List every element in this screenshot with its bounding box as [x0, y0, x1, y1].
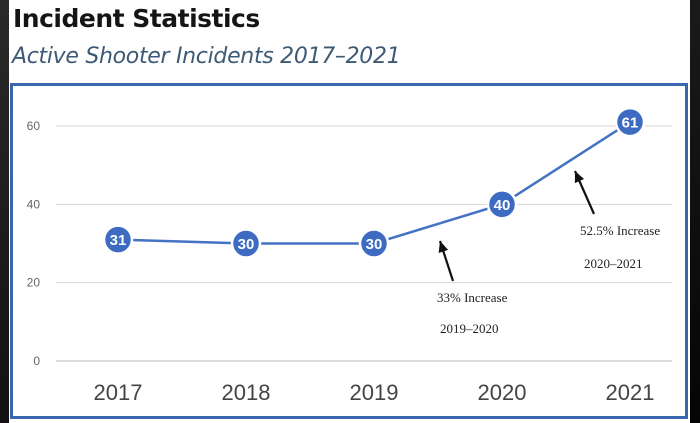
data-point	[230, 228, 262, 259]
data-point	[358, 228, 390, 259]
x-tick-label: 2017	[94, 380, 143, 405]
annotation-range-2019-2020: 2019–2020	[440, 321, 499, 336]
annotation-arrow-2020-2021-head	[574, 171, 585, 184]
series-line	[117, 121, 631, 245]
y-tick-label: 60	[27, 119, 41, 133]
y-tick-label: 20	[27, 276, 41, 290]
right-edge-strip	[690, 0, 700, 423]
annotation-arrow-2019-2020-head	[438, 241, 449, 254]
page-title: Incident Statistics	[13, 4, 260, 33]
page-subtitle: Active Shooter Incidents 2017–2021	[12, 44, 401, 69]
x-tick-label: 2021	[606, 380, 655, 405]
data-label: 30	[366, 236, 383, 253]
data-label: 61	[622, 115, 639, 132]
annotation-text-2019-2020: 33% Increase	[437, 290, 508, 305]
x-tick-label: 2020	[478, 380, 527, 405]
annotation-text-2020-2021: 52.5% Increase	[580, 223, 660, 238]
left-edge-strip	[0, 0, 9, 423]
data-point	[102, 224, 134, 255]
annotation-range-2020-2021: 2020–2021	[584, 256, 643, 271]
y-tick-label: 40	[27, 197, 41, 211]
x-tick-label: 2019	[350, 380, 399, 405]
data-point	[614, 106, 646, 138]
x-tick-label: 2018	[222, 380, 271, 405]
y-tick-label: 0	[33, 354, 40, 368]
data-label: 31	[110, 232, 127, 249]
data-label: 30	[238, 236, 255, 253]
data-label: 40	[494, 197, 511, 214]
data-point	[486, 189, 518, 220]
